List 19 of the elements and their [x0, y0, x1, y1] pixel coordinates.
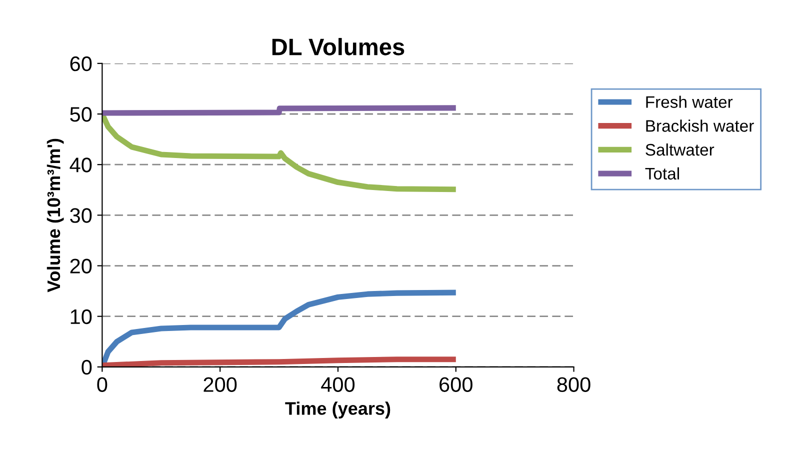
y-tick-label: 50: [70, 107, 92, 122]
x-tick-label: 400: [321, 377, 355, 392]
y-tick-label: 40: [70, 158, 92, 172]
y-tick-label: 20: [70, 258, 92, 274]
x-tick-label: 0: [97, 377, 108, 392]
x-axis-title: Time (years): [285, 402, 390, 418]
x-tick-label: 600: [440, 377, 472, 392]
legend-label: Brackish water: [646, 120, 754, 132]
x-tick-label: 800: [557, 377, 590, 392]
y-tick-label: 60: [70, 56, 92, 72]
y-tick-label: 0: [82, 360, 92, 375]
legend-label: Saltwater: [646, 143, 714, 156]
legend-label: Total: [645, 167, 679, 180]
chart-title: DL Volumes: [272, 38, 404, 56]
x-tick-label: 200: [204, 377, 237, 392]
y-axis-title: Volume (10³m³/m'): [46, 138, 64, 292]
y-tick-label: 30: [70, 208, 92, 223]
y-tick-label: 10: [70, 309, 92, 324]
legend-label: Fresh water: [646, 96, 733, 108]
